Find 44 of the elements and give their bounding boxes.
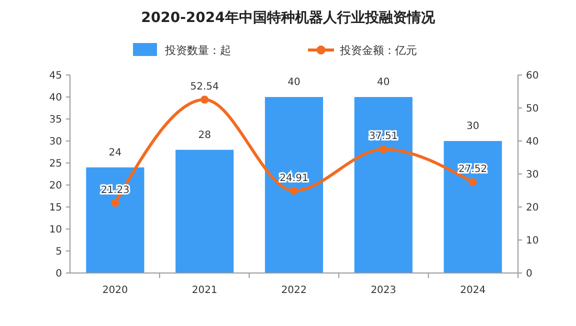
y-tick-label: 45 (49, 70, 62, 82)
data-label: 40 (377, 77, 390, 88)
x-tick-label: 2022 (281, 285, 307, 296)
y2-tick-label: 30 (526, 170, 539, 180)
data-label: 52.54 (190, 82, 219, 93)
y-tick-label: 5 (56, 246, 62, 258)
data-label: 27.52 (458, 164, 488, 176)
legend-label: 投资数量：起 (164, 44, 231, 57)
point (111, 198, 120, 207)
y2-tick-label: 20 (526, 202, 539, 214)
y-tick-label: 20 (49, 180, 62, 192)
y-tick-label: 30 (49, 136, 62, 148)
y2-tick-label: 0 (526, 268, 532, 280)
y-tick-label: 15 (49, 202, 62, 214)
point (468, 178, 477, 186)
data-label: 37.51 (369, 131, 398, 142)
bar (354, 97, 412, 273)
data-label: 28 (198, 130, 211, 141)
x-tick-label: 2023 (370, 285, 396, 296)
data-label: 40 (288, 77, 300, 88)
x-tick-label: 2021 (192, 285, 218, 296)
y2-tick-label: 60 (526, 70, 539, 82)
data-label: 30 (466, 121, 480, 132)
point (379, 145, 388, 154)
bar (264, 97, 324, 273)
bar (176, 150, 234, 273)
y2-tick-label: 40 (526, 136, 539, 148)
bar (444, 141, 502, 273)
y-tick-label: 25 (49, 158, 62, 170)
y-tick-label: 40 (49, 92, 62, 104)
x-tick-label: 2020 (102, 285, 128, 296)
legend-label: 投资金额：亿元 (339, 44, 417, 57)
y-tick-label: 35 (49, 114, 62, 126)
bar (86, 167, 144, 273)
data-label: 24 (108, 147, 122, 158)
y2-tick-label: 10 (526, 236, 539, 246)
point (290, 186, 298, 195)
chart-title: 2020-2024年中国特种机器人行业投融资情况 (141, 10, 436, 26)
y2-tick-label: 50 (526, 104, 539, 114)
data-label: 24.91 (280, 172, 308, 184)
point (200, 96, 209, 104)
x-tick-label: 2024 (460, 285, 486, 296)
y-tick-label: 0 (56, 268, 62, 280)
y-tick-label: 10 (49, 224, 62, 236)
